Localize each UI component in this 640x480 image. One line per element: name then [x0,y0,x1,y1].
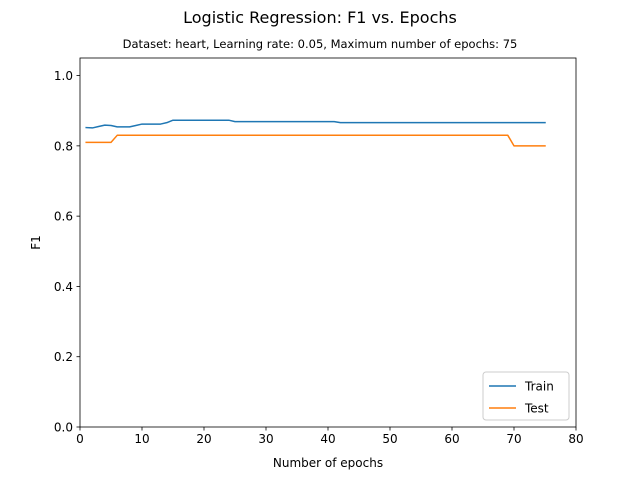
legend-label-train: Train [524,380,554,394]
x-tick-label: 30 [258,432,273,446]
x-tick-label: 80 [568,432,583,446]
x-tick-label: 60 [444,432,459,446]
x-tick-label: 0 [76,432,84,446]
y-tick-label: 0.8 [54,139,73,153]
x-tick-label: 20 [196,432,211,446]
y-tick-label: 0.0 [54,421,73,435]
legend-label-test: Test [524,402,549,416]
y-axis-label: F1 [29,235,43,250]
x-tick-label: 40 [320,432,335,446]
series-line-test [85,134,546,147]
x-tick-label: 50 [382,432,397,446]
x-axis-label: Number of epochs [273,456,383,470]
chart-title: Logistic Regression: F1 vs. Epochs [183,8,457,27]
y-tick-label: 0.2 [54,350,73,364]
y-tick-label: 0.6 [54,210,73,224]
y-tick-label: 1.0 [54,69,73,83]
y-tick-label: 0.4 [54,280,73,294]
series-line-train [85,119,546,129]
x-tick-label: 70 [506,432,521,446]
x-tick-label: 10 [134,432,149,446]
chart-subtitle: Dataset: heart, Learning rate: 0.05, Max… [122,37,518,51]
